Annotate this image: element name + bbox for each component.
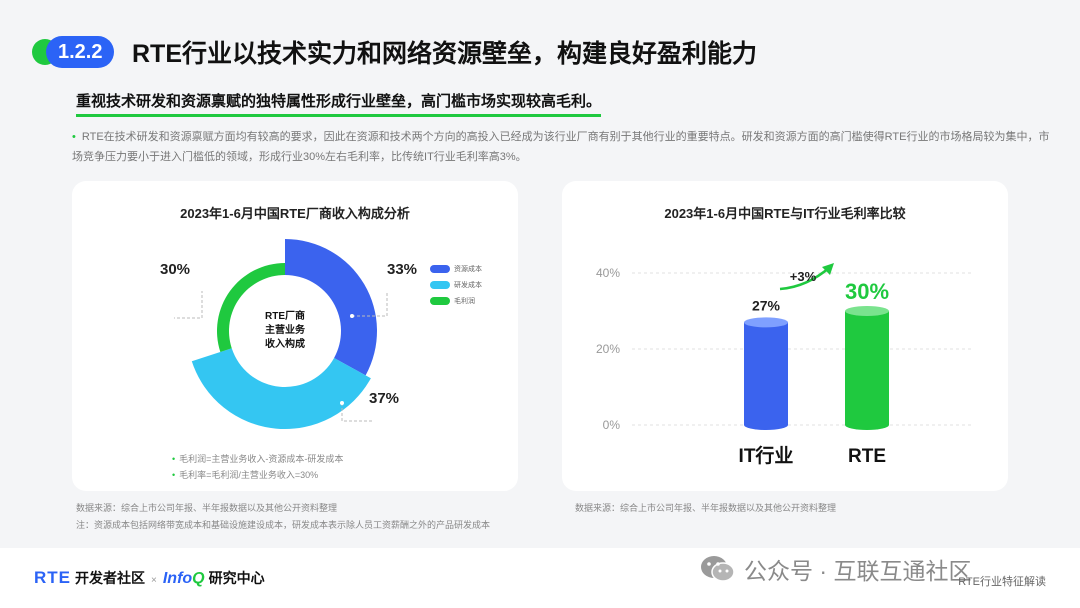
source-right: 数据来源：综合上市公司年报、半年报数据以及其他公开资料整理 bbox=[575, 503, 837, 513]
legend-swatch bbox=[430, 265, 450, 273]
legend-item-profit: 毛利润 bbox=[430, 293, 482, 309]
footer: RTE 开发者社区 × InfoQ 研究中心 公众号 · 互联互通社区 RTE行… bbox=[0, 548, 1080, 608]
legend-label: 研发成本 bbox=[454, 282, 482, 289]
bullet-icon: • bbox=[72, 131, 76, 143]
donut-center-label: RTE厂商 bbox=[265, 309, 305, 322]
slice-leader-line bbox=[172, 291, 203, 319]
revenue-composition-card: 2023年1-6月中国RTE厂商收入构成分析 33% 37% 30% RTE厂商 主营业… bbox=[72, 181, 518, 491]
logo-rte: RTE bbox=[34, 568, 71, 587]
wechat-icon bbox=[701, 556, 735, 582]
slice-leader-dot bbox=[170, 316, 174, 320]
donut-hole bbox=[239, 285, 331, 377]
logo-dev-community: 开发者社区 bbox=[75, 570, 145, 586]
bar-top-cap bbox=[845, 306, 889, 316]
logo-infoq-q: Q bbox=[192, 570, 205, 587]
slice-value-label: 30% bbox=[160, 261, 190, 278]
slice-leader-line bbox=[352, 291, 388, 317]
bar-top-cap bbox=[744, 317, 788, 328]
note-gross-margin: • 毛利率=毛利润/主营业务收入=30% bbox=[172, 467, 343, 483]
slice-leader-dot bbox=[340, 401, 344, 405]
wechat-text: 公众号 · 互联互通社区 bbox=[744, 558, 972, 584]
logo-separator: × bbox=[151, 575, 157, 586]
donut-center-label: 主营业务 bbox=[265, 323, 306, 336]
page-subtitle: 重视技术研发和资源禀赋的独特属性形成行业壁垒，高门槛市场实现较高毛利。 bbox=[76, 90, 602, 117]
page-tag: RTE行业特征解读 bbox=[958, 576, 1046, 588]
source-note: 注：资源成本包括网络带宽成本和基础设施建设成本，研发成本表示除人员工资薪酬之外的… bbox=[76, 520, 491, 530]
page-title: RTE行业以技术实力和网络资源壁垒，构建良好盈利能力 bbox=[132, 40, 758, 68]
header: 1.2.2 RTE行业以技术实力和网络资源壁垒，构建良好盈利能力 bbox=[32, 32, 757, 72]
donut-center-label: 收入构成 bbox=[265, 337, 305, 350]
x-category-label: IT行业 bbox=[739, 444, 794, 467]
note-text: 毛利率=毛利润/主营业务收入=30% bbox=[179, 470, 319, 480]
bar-bottom-cap bbox=[845, 420, 889, 430]
growth-arrow-head bbox=[822, 263, 834, 275]
slice-value-label: 37% bbox=[369, 390, 399, 407]
bullet-icon: • bbox=[172, 470, 176, 480]
bar-value-label: 27% bbox=[752, 297, 781, 313]
legend-swatch bbox=[430, 297, 450, 305]
footer-logo: RTE 开发者社区 × InfoQ 研究中心 bbox=[34, 568, 265, 588]
section-number: 1.2.2 bbox=[46, 36, 115, 68]
bar-1 bbox=[744, 322, 788, 425]
slice-leader-dot bbox=[350, 314, 354, 318]
logo-research-center: 研究中心 bbox=[208, 570, 265, 586]
legend-item-rnd: 研发成本 bbox=[430, 277, 482, 293]
y-tick-label: 0% bbox=[603, 418, 621, 432]
note-gross-profit: • 毛利润=主营业务收入-资源成本-研发成本 bbox=[172, 451, 343, 467]
donut-slice-3 bbox=[217, 263, 285, 353]
legend-label: 毛利润 bbox=[454, 298, 475, 305]
bar-bottom-cap bbox=[744, 420, 788, 430]
formula-notes: • 毛利润=主营业务收入-资源成本-研发成本 • 毛利率=毛利润/主营业务收入=30… bbox=[172, 451, 343, 483]
slice-value-label: 33% bbox=[387, 261, 417, 278]
margin-comparison-card: 2023年1-6月中国RTE与IT行业毛利率比较 0% 20% 40% 27% IT行业… bbox=[562, 181, 1008, 491]
bar-value-label: 30% bbox=[845, 279, 889, 304]
source-left: 数据来源：综合上市公司年报、半年报数据以及其他公开资料整理 注：资源成本包括网络… bbox=[76, 500, 490, 534]
y-tick-label: 20% bbox=[596, 342, 620, 356]
legend-label: 资源成本 bbox=[454, 266, 482, 273]
donut-chart-title: 2023年1-6月中国RTE厂商收入构成分析 bbox=[180, 206, 410, 221]
bar-chart-title: 2023年1-6月中国RTE与IT行业毛利率比较 bbox=[664, 206, 906, 221]
y-tick-label: 40% bbox=[596, 266, 620, 280]
growth-annotation: +3% bbox=[790, 269, 817, 284]
legend-swatch bbox=[430, 281, 450, 289]
donut-legend: 资源成本 研发成本 毛利润 bbox=[430, 261, 482, 309]
source-line: 数据来源：综合上市公司年报、半年报数据以及其他公开资料整理 bbox=[76, 503, 338, 513]
section-badge: 1.2.2 bbox=[32, 34, 124, 70]
bullet-icon: • bbox=[172, 454, 176, 464]
donut-slice-1 bbox=[285, 239, 378, 376]
legend-item-resource: 资源成本 bbox=[430, 261, 482, 277]
logo-infoq: InfoQ bbox=[163, 570, 205, 588]
note-text: 毛利润=主营业务收入-资源成本-研发成本 bbox=[179, 454, 344, 464]
wechat-watermark: 公众号 · 互联互通社区 bbox=[700, 552, 971, 586]
slice-leader-line bbox=[341, 403, 372, 422]
bar-2 bbox=[845, 311, 889, 425]
description-text: RTE在技术研发和资源禀赋方面均有较高的要求，因此在资源和技术两个方向的高投入已… bbox=[72, 131, 1050, 163]
donut-slice-2 bbox=[191, 348, 371, 429]
logo-infoq-main: Info bbox=[162, 570, 193, 587]
description: • RTE在技术研发和资源禀赋方面均有较高的要求，因此在资源和技术两个方向的高投入… bbox=[72, 127, 1052, 167]
bar-chart: 0% 20% 40% 27% IT行业 30% RTE +3% bbox=[596, 263, 972, 467]
x-category-label: RTE bbox=[848, 446, 886, 467]
